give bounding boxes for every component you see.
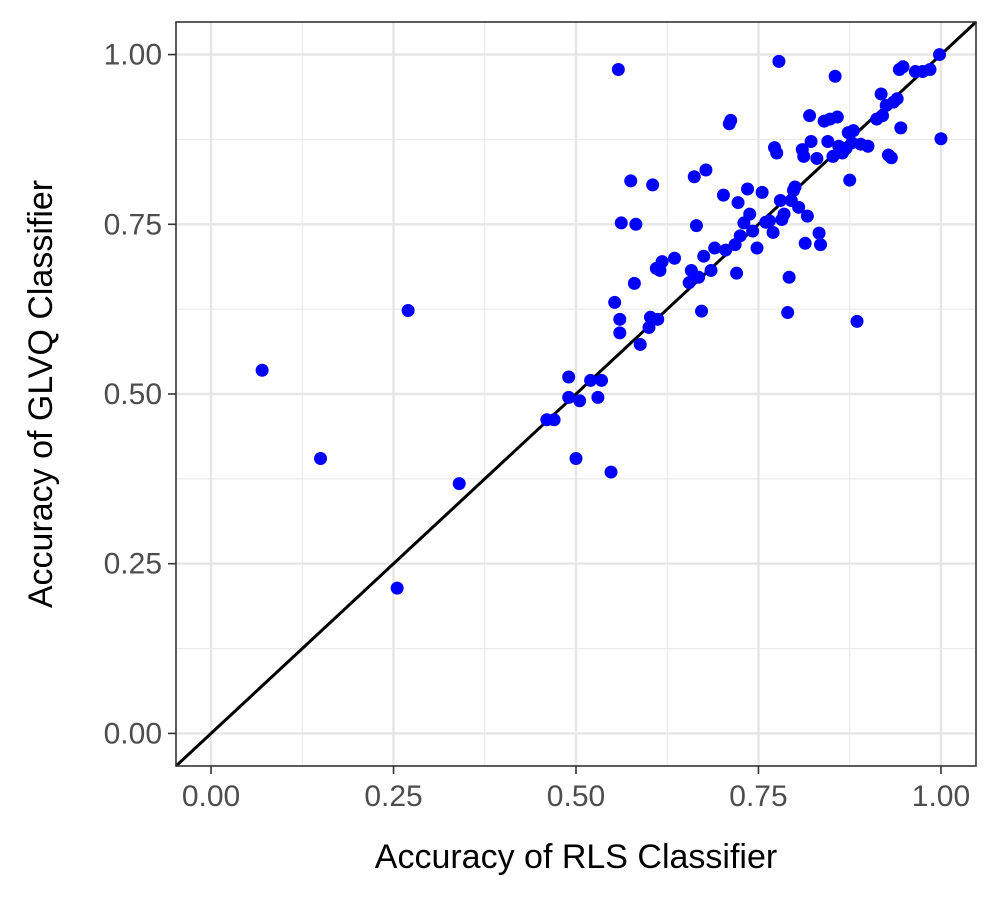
data-point [741, 182, 755, 196]
data-point [846, 124, 860, 138]
data-point [719, 243, 733, 257]
data-point [803, 109, 817, 123]
data-point [255, 363, 269, 377]
data-point [770, 146, 784, 160]
data-point [782, 270, 796, 284]
data-point [608, 295, 622, 309]
data-point [562, 390, 576, 404]
data-point [573, 394, 587, 408]
data-point [876, 109, 890, 123]
data-point [843, 173, 857, 187]
data-point [746, 224, 760, 238]
data-point [614, 216, 628, 230]
data-point [613, 312, 627, 326]
data-point [633, 337, 647, 351]
data-point [750, 241, 764, 255]
data-point [627, 276, 641, 290]
x-axis: 0.00 0.25 0.50 0.75 1.00 [182, 766, 970, 813]
y-tick-label: 0.50 [104, 378, 162, 411]
data-point [595, 373, 609, 387]
data-point [314, 451, 328, 465]
data-point [687, 170, 701, 184]
x-tick-label: 0.00 [182, 780, 240, 813]
data-point [591, 390, 605, 404]
data-point [733, 229, 747, 243]
data-point [695, 304, 709, 318]
data-point [923, 63, 937, 77]
data-point [755, 185, 769, 199]
data-point [814, 238, 828, 252]
data-point [800, 209, 814, 223]
data-point [547, 413, 561, 427]
y-tick-label: 1.00 [104, 39, 162, 72]
data-point [821, 134, 835, 148]
data-point [810, 151, 824, 165]
data-point [613, 326, 627, 340]
data-point [933, 48, 947, 62]
data-point [642, 320, 656, 334]
data-point [401, 304, 415, 318]
data-point [655, 255, 669, 269]
data-point [390, 581, 404, 595]
data-point [699, 163, 713, 177]
data-point [689, 219, 703, 233]
y-tick-label: 0.25 [104, 548, 162, 581]
y-axis-title: Accuracy of GLVQ Classifier [22, 180, 60, 608]
data-point [896, 60, 910, 74]
data-point [890, 92, 904, 106]
data-point [624, 174, 638, 188]
data-point [562, 370, 576, 384]
data-point [611, 63, 625, 77]
data-point [773, 194, 787, 208]
data-point [730, 266, 744, 280]
x-tick-label: 0.25 [364, 780, 422, 813]
x-tick-label: 0.75 [729, 780, 787, 813]
data-point [884, 151, 898, 165]
data-points [255, 48, 948, 595]
data-point [797, 149, 811, 163]
data-point [629, 217, 643, 231]
data-point [569, 451, 583, 465]
data-point [716, 188, 730, 202]
data-point [766, 225, 780, 239]
data-point [724, 113, 738, 127]
data-point [452, 477, 466, 491]
data-point [850, 314, 864, 328]
data-point [874, 87, 888, 101]
data-point [777, 207, 791, 221]
data-point [772, 54, 786, 68]
x-tick-label: 0.50 [547, 780, 605, 813]
data-point [604, 465, 618, 479]
data-point [731, 196, 745, 210]
y-tick-label: 0.75 [104, 208, 162, 241]
data-point [798, 236, 812, 250]
data-point [781, 306, 795, 320]
x-axis-title: Accuracy of RLS Classifier [375, 838, 777, 876]
y-tick-label: 0.00 [104, 717, 162, 750]
data-point [792, 200, 806, 214]
data-point [743, 207, 757, 221]
data-point [861, 139, 875, 153]
data-point [804, 134, 818, 148]
data-point [697, 249, 711, 263]
data-point [708, 241, 722, 255]
data-point [651, 312, 665, 326]
data-point [828, 69, 842, 83]
data-point [646, 178, 660, 192]
data-point [704, 263, 718, 277]
data-point [668, 251, 682, 265]
data-point [584, 373, 598, 387]
data-point [762, 214, 776, 228]
data-point [894, 121, 908, 135]
x-tick-label: 1.00 [912, 780, 970, 813]
data-point [682, 276, 696, 290]
data-point [934, 132, 948, 146]
y-axis: 0.00 0.25 0.50 0.75 1.00 [104, 39, 176, 750]
data-point [788, 180, 802, 194]
data-point [830, 110, 844, 124]
data-point [692, 270, 706, 284]
grid [176, 22, 976, 766]
data-point [812, 226, 826, 240]
